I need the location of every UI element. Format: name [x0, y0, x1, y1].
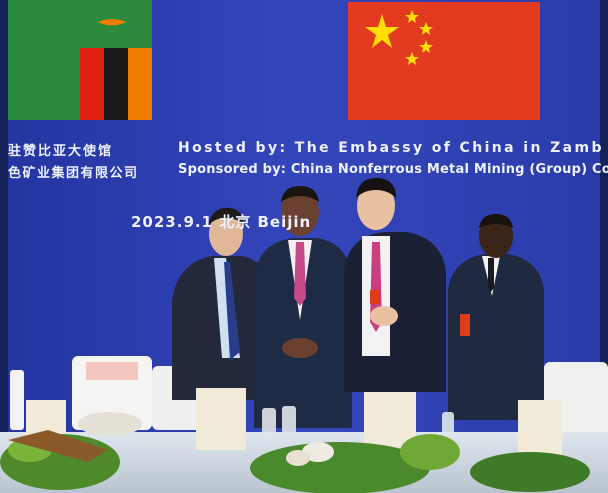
chair [10, 370, 24, 430]
person-left [172, 207, 276, 400]
small-star-icon [405, 10, 419, 23]
eagle-icon [98, 19, 126, 26]
glass [282, 406, 296, 434]
person-center-left [254, 186, 352, 428]
right-edge-shadow [600, 0, 608, 493]
china-flag [348, 2, 540, 120]
lanyard-badge [460, 314, 470, 336]
lanyard-badge [370, 290, 380, 304]
small-star-icon [405, 52, 419, 65]
left-edge-shadow [0, 0, 8, 493]
chinese-host-text: 驻赞比亚大使馆 [8, 144, 114, 159]
zambia-flag [8, 0, 152, 120]
floral-centerpiece [0, 430, 590, 493]
glass [442, 412, 454, 436]
person-center-right [344, 178, 446, 392]
menu-card [26, 400, 66, 436]
menu-card [364, 392, 416, 448]
person-right [448, 214, 544, 420]
english-host-text: Hosted by: The Embassy of China in Zamb [178, 140, 604, 156]
small-star-icon [419, 22, 433, 35]
chinese-sponsor-text: 色矿业集团有限公司 [8, 166, 139, 181]
name-card [86, 362, 138, 380]
menu-card [196, 388, 246, 450]
plate [78, 412, 142, 436]
date-location-text: 2023.9.1 北京 Beijin [131, 213, 312, 231]
small-star-icon [419, 40, 433, 53]
large-star-icon [365, 14, 399, 48]
english-sponsor-text: Sponsored by: China Nonferrous Metal Min… [178, 162, 608, 177]
glass [262, 408, 276, 434]
